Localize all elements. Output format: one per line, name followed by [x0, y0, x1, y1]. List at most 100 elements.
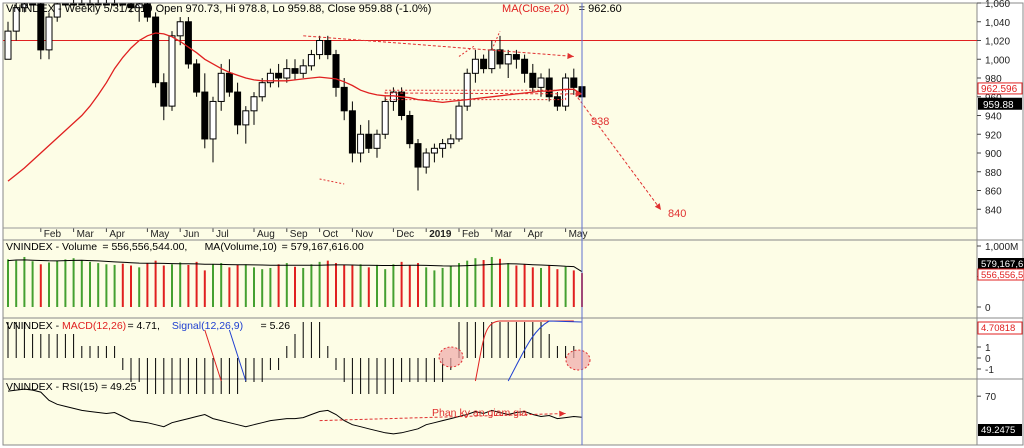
rsi-last-tag: 49.2475 [981, 425, 1015, 436]
candle-body [357, 133, 365, 154]
candle-body [225, 72, 233, 93]
candle-body [242, 110, 250, 126]
price-dash-annotation [458, 44, 476, 57]
volume-y-tick-label: 1,000M [985, 242, 1018, 253]
candle-body [316, 40, 324, 56]
candle-body [78, 3, 86, 6]
volume-last-tag: 556,556,5 [981, 270, 1023, 281]
candle-body [234, 91, 242, 126]
volume-ma-line [7, 259, 583, 273]
ma-legend-value: = 962.60 [579, 3, 622, 15]
price-last-tag-box [978, 97, 1022, 110]
ma-last-tag-box [977, 82, 1023, 95]
candle-body [209, 100, 217, 140]
candle-body [406, 115, 414, 145]
price-y-tick-label: 940 [985, 112, 1002, 123]
rsi-line [7, 388, 583, 435]
candle-body [12, 7, 20, 32]
candle-body [340, 86, 348, 112]
candle-body [537, 77, 545, 88]
candle-body [29, 3, 37, 6]
candle-body [111, 3, 119, 6]
macd-y-tick-label: 1 [985, 343, 991, 354]
macd-line-segment [204, 329, 222, 382]
rsi-pane-background [2, 378, 978, 446]
price-dash-annotation [319, 178, 345, 185]
price-y-tick-label: 1,000 [985, 55, 1010, 66]
candle-body [127, 3, 135, 9]
candle-body [102, 3, 110, 6]
candle-body [168, 35, 176, 107]
top-trendline [303, 35, 574, 57]
month-label: Feb [462, 229, 480, 240]
macd-y-tick-label: -1 [985, 365, 994, 376]
macd-y-tick-label: 0 [985, 354, 991, 365]
target-projection-arrow [577, 97, 662, 211]
month-label: May [150, 229, 169, 240]
candle-body [119, 3, 127, 6]
month-label: Feb [44, 229, 62, 240]
candle-body [299, 65, 307, 74]
candle-body [135, 3, 143, 9]
rsi-title: VNINDEX - RSI(15) = 49.25 [6, 381, 137, 393]
candle-body [430, 147, 438, 154]
candle-body [471, 58, 479, 74]
candle-body [422, 152, 430, 168]
month-label: Jun [183, 229, 199, 240]
candle-body [86, 3, 94, 6]
month-label: Oct [323, 229, 339, 240]
signal-label: Signal(12,26,9) [172, 320, 243, 332]
macd-line-segment [474, 320, 574, 382]
candle-body [553, 96, 561, 107]
candle-body [496, 49, 504, 65]
rsi-last-tag-box [978, 424, 1022, 436]
volume-title: VNINDEX - Volume [6, 241, 97, 253]
macd-last-tag: 4.70818 [981, 323, 1015, 334]
price-y-tick-label: 1,040 [985, 18, 1010, 29]
annotation-840: 840 [668, 208, 686, 220]
candle-body [291, 68, 299, 74]
candle-body [37, 3, 45, 51]
candle-body [348, 110, 356, 154]
ma-close-20-line [7, 32, 583, 182]
price-y-tick-label: 920 [985, 130, 1002, 141]
month-label: Sep [290, 229, 308, 240]
candle-body [439, 143, 447, 149]
month-label: Apr [528, 229, 544, 240]
ma-last-tag: 962.596 [981, 84, 1018, 95]
candle-body [504, 54, 512, 65]
candle-body [94, 3, 102, 6]
price-pane-axis [976, 2, 1024, 241]
macd-label: MACD(12,26) [62, 320, 126, 332]
volume-value: = 556,556,544.00, [102, 241, 187, 253]
volume-ma-tag: 579,167,6 [981, 259, 1023, 270]
candle-body [521, 58, 529, 74]
candle-body [529, 72, 537, 88]
candle-body [562, 77, 570, 107]
price-y-tick-label: 860 [985, 187, 1002, 198]
price-pane-background [2, 2, 978, 241]
volume-y-tick-label: 0 [985, 303, 991, 314]
price-y-tick-label: 1,020 [985, 37, 1010, 48]
volume-last-tag-box [977, 268, 1024, 281]
price-dash-annotation [491, 30, 501, 51]
candle-body [258, 82, 266, 98]
candle-body [45, 16, 53, 51]
month-label: Apr [109, 229, 125, 240]
candle-body [480, 58, 488, 70]
macd-value: = 4.71, [128, 320, 160, 332]
candle-body [70, 3, 78, 6]
candle-body [217, 72, 225, 102]
volume-ma-tag-box [978, 258, 1024, 269]
candle-body [324, 40, 332, 56]
candle-body [160, 82, 168, 107]
candle-body [307, 54, 315, 67]
month-label: Aug [257, 229, 275, 240]
signal-value: = 5.26 [261, 320, 291, 332]
candle-body [414, 143, 422, 168]
volume-pane-background [2, 239, 978, 319]
month-label: May [569, 229, 588, 240]
price-y-tick-label: 880 [985, 168, 1002, 179]
candle-body [4, 30, 12, 60]
